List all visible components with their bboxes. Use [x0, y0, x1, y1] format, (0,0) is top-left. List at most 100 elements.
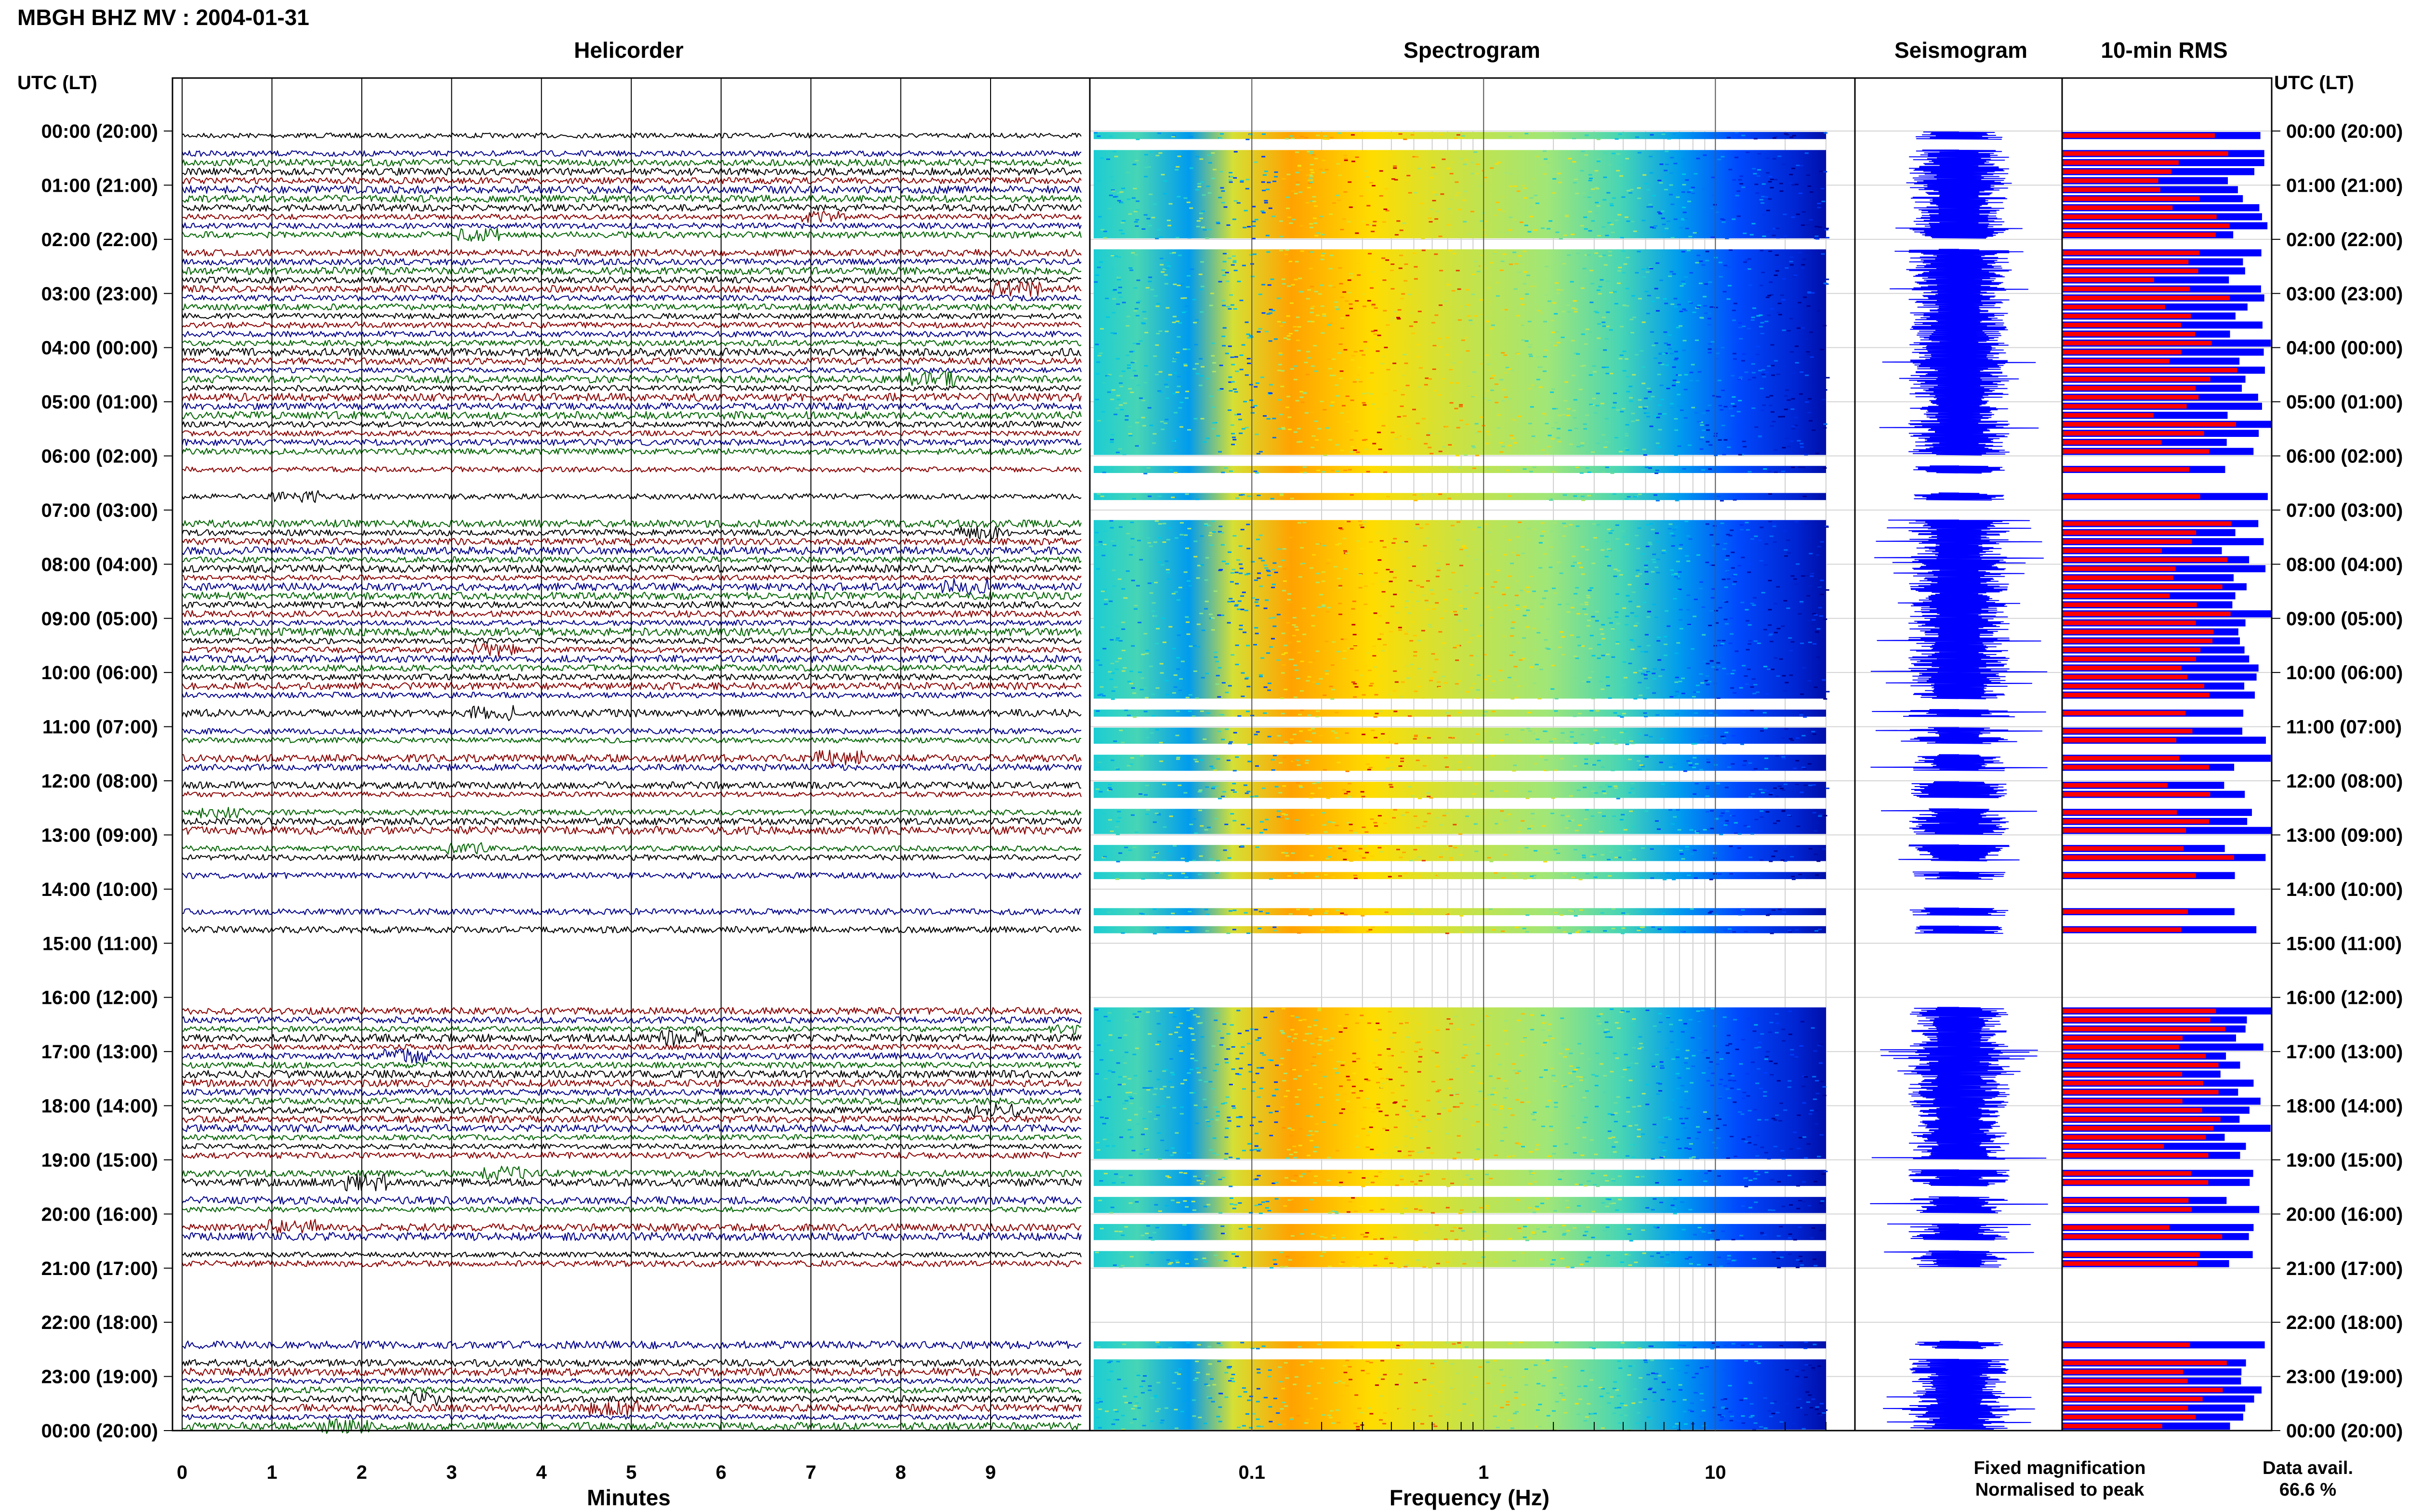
data-availability-value: 66.6 % — [2279, 1480, 2336, 1500]
rms-normalised-bar — [2062, 557, 2228, 562]
rms-normalised-bar — [2062, 1360, 2227, 1366]
seismogram-block — [1895, 149, 2023, 239]
right-time-axis-title: UTC (LT) — [2274, 72, 2354, 93]
rms-normalised-bar — [2062, 1017, 2210, 1023]
seismogram-block — [1908, 1169, 2010, 1186]
rms-normalised-bar — [2062, 1415, 2196, 1420]
data-availability-label: Data avail. — [2263, 1458, 2353, 1478]
rms-normalised-bar — [2062, 611, 2231, 617]
rms-normalised-bar — [2062, 674, 2187, 680]
rms-normalised-bar — [2062, 1045, 2179, 1050]
rms-normalised-bar — [2062, 133, 2215, 138]
rms-normalised-bar — [2062, 232, 2216, 237]
seismogram-block — [1914, 492, 2004, 501]
seismogram-block — [1916, 131, 2002, 140]
rms-normalised-bar — [2062, 620, 2196, 625]
rms-normalised-bar — [2062, 1171, 2192, 1176]
minute-tick-label: 0 — [177, 1462, 187, 1483]
spectrogram-block — [1094, 1341, 1826, 1349]
spectrogram-block — [1094, 520, 1826, 699]
legend-fixed-magnification: Fixed magnification — [1974, 1458, 2146, 1478]
spectrogram-block — [1094, 727, 1826, 744]
seismogram-block — [1879, 249, 2039, 456]
rms-normalised-bar — [2062, 1080, 2203, 1086]
left-hour-label: 04:00 (00:00) — [41, 338, 158, 359]
seismogram-block — [1884, 1250, 2034, 1268]
minute-tick-label: 1 — [266, 1462, 277, 1483]
right-hour-label: 07:00 (03:00) — [2286, 500, 2403, 521]
rms-normalised-bar — [2062, 295, 2230, 301]
rms-normalised-bar — [2062, 1234, 2223, 1239]
seismogram-title: Seismogram — [1894, 38, 2027, 63]
rms-normalised-bar — [2062, 1180, 2209, 1185]
rms-normalised-bar — [2062, 494, 2200, 499]
frequency-tick-label: 0.1 — [1238, 1462, 1265, 1483]
seismogram-block — [1915, 1341, 2003, 1349]
right-hour-label: 02:00 (22:00) — [2286, 229, 2403, 250]
spectrogram-block — [1094, 493, 1826, 500]
left-hour-label: 09:00 (05:00) — [41, 608, 158, 630]
rms-normalised-bar — [2062, 440, 2162, 445]
rms-normalised-bar — [2062, 765, 2209, 770]
right-hour-label: 03:00 (23:00) — [2286, 283, 2403, 304]
rms-normalised-bar — [2062, 341, 2212, 345]
right-hour-label: 16:00 (12:00) — [2286, 987, 2403, 1009]
rms-normalised-bar — [2062, 277, 2154, 282]
left-hour-label: 06:00 (02:00) — [41, 446, 158, 467]
spectrogram-block — [1094, 1224, 1826, 1240]
helicorder-title: Helicorder — [574, 38, 684, 63]
minute-tick-label: 9 — [985, 1462, 996, 1483]
rms-normalised-bar — [2062, 1072, 2183, 1077]
rms-normalised-bar — [2062, 1063, 2219, 1067]
rms-normalised-bar — [2062, 647, 2201, 653]
rms-normalised-bar — [2062, 359, 2170, 364]
rms-normalised-bar — [2062, 268, 2198, 274]
rms-normalised-bar — [2062, 1126, 2214, 1131]
right-hour-label: 00:00 (20:00) — [2286, 1420, 2403, 1442]
left-hour-label: 08:00 (04:00) — [41, 554, 158, 575]
right-hour-label: 22:00 (18:00) — [2286, 1312, 2403, 1333]
rms-normalised-bar — [2062, 1369, 2184, 1374]
left-hour-label: 00:00 (20:00) — [41, 1420, 158, 1442]
right-hour-label: 00:00 (20:00) — [2286, 121, 2403, 142]
rms-normalised-bar — [2062, 1090, 2219, 1095]
spectrogram-block — [1094, 1359, 1826, 1430]
right-hour-label: 21:00 (17:00) — [2286, 1258, 2403, 1279]
right-hour-label: 09:00 (05:00) — [2286, 608, 2403, 630]
rms-normalised-bar — [2062, 846, 2184, 851]
rms-normalised-bar — [2062, 657, 2196, 661]
rms-normalised-bar — [2062, 1009, 2216, 1013]
rms-normalised-bar — [2062, 666, 2182, 671]
seismogram-block — [1913, 465, 2005, 474]
spectrogram-block — [1094, 249, 1826, 455]
rms-normalised-bar — [2062, 548, 2162, 553]
rms-normalised-bar — [2062, 323, 2181, 328]
spectrogram-block — [1094, 809, 1826, 834]
left-time-axis-title: UTC (LT) — [17, 72, 97, 93]
rms-normalised-bar — [2062, 259, 2189, 264]
rms-normalised-bar — [2062, 205, 2173, 210]
right-hour-label: 01:00 (21:00) — [2286, 175, 2403, 196]
right-hour-label: 18:00 (14:00) — [2286, 1096, 2403, 1117]
rms-normalised-bar — [2062, 810, 2177, 815]
rms-normalised-bar — [2062, 314, 2191, 318]
rms-normalised-bar — [2062, 575, 2173, 580]
rms-normalised-bar — [2062, 422, 2236, 427]
rms-normalised-bar — [2062, 927, 2182, 932]
rms-normalised-bar — [2062, 873, 2196, 878]
left-hour-label: 15:00 (11:00) — [42, 933, 158, 954]
right-hour-label: 08:00 (04:00) — [2286, 554, 2403, 575]
rms-normalised-bar — [2062, 187, 2160, 192]
right-hour-label: 14:00 (10:00) — [2286, 879, 2403, 900]
left-hour-label: 23:00 (19:00) — [41, 1367, 158, 1388]
left-hour-label: 11:00 (07:00) — [42, 717, 158, 738]
rms-normalised-bar — [2062, 196, 2200, 201]
left-hour-label: 19:00 (15:00) — [41, 1150, 158, 1171]
left-hour-label: 10:00 (06:00) — [41, 662, 158, 684]
rms-normalised-bar — [2062, 1261, 2197, 1266]
left-hour-label: 14:00 (10:00) — [41, 879, 158, 900]
rms-normalised-bar — [2062, 602, 2197, 607]
seismogram-block — [1883, 1359, 2035, 1430]
rms-normalised-bar — [2062, 684, 2204, 688]
rms-normalised-bar — [2062, 1225, 2170, 1230]
